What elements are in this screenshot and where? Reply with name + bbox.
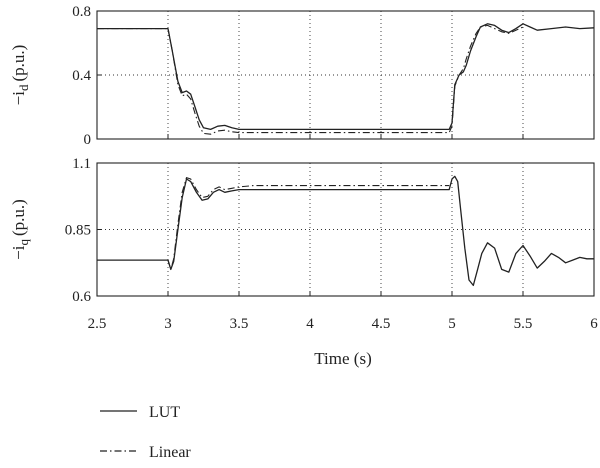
series-line-linear bbox=[97, 24, 524, 135]
panel-iq-series bbox=[97, 175, 594, 287]
panel-id: 0 0.4 0.8 −id(p.u.) bbox=[9, 4, 595, 148]
x-tick-label: 6 bbox=[590, 316, 598, 332]
x-tick-label: 3.5 bbox=[230, 316, 249, 332]
x-tick-label: 3 bbox=[164, 316, 172, 332]
y-tick-label: 0.8 bbox=[72, 4, 91, 20]
legend-label-lut: LUT bbox=[149, 404, 180, 421]
y-tick-label: 1.1 bbox=[72, 156, 91, 172]
series-line-linear bbox=[167, 177, 450, 270]
x-axis-label: Time (s) bbox=[314, 349, 371, 368]
y-tick-label: 0.4 bbox=[72, 68, 91, 84]
panel-iq-ylabel: −iq(p.u.) bbox=[9, 199, 31, 260]
panel-iq: 0.6 0.85 1.1 2.5 3 3.5 4 4.5 5 5.5 6 −iq(p.u.) Tim… bbox=[9, 156, 598, 368]
series-line-lut bbox=[97, 23, 595, 131]
x-tick-label: 4.5 bbox=[372, 316, 391, 332]
x-tick-label: 4 bbox=[306, 316, 314, 332]
y-tick-label: 0.6 bbox=[72, 289, 91, 305]
y-tick-label: 0.85 bbox=[65, 223, 91, 239]
x-tick-label: 5.5 bbox=[514, 316, 533, 332]
series-line-lut bbox=[97, 175, 594, 287]
x-tick-label: 2.5 bbox=[88, 316, 107, 332]
panel-id-series bbox=[97, 23, 595, 135]
panel-id-ylabel: −id(p.u.) bbox=[9, 45, 31, 106]
legend-label-linear: Linear bbox=[149, 444, 191, 461]
y-tick-label: 0 bbox=[84, 132, 92, 148]
panel-iq-gridlines bbox=[97, 163, 594, 296]
legend: LUT Linear bbox=[100, 404, 191, 461]
panel-id-ticks: 0 0.4 0.8 bbox=[72, 4, 595, 148]
panel-iq-ticks: 0.6 0.85 1.1 2.5 3 3.5 4 4.5 5 5.5 6 bbox=[65, 156, 599, 332]
x-tick-label: 5 bbox=[448, 316, 456, 332]
panel-id-gridlines bbox=[97, 11, 594, 139]
